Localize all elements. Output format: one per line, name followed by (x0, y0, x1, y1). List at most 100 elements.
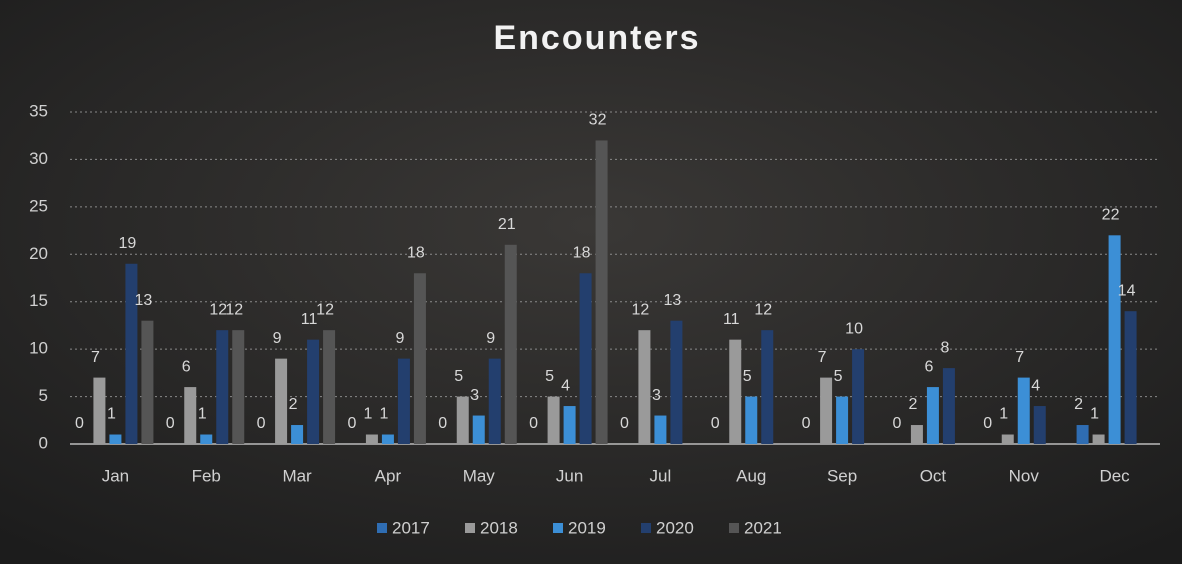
data-label: 4 (1031, 377, 1040, 394)
data-label: 6 (182, 358, 191, 375)
bar (456, 396, 469, 444)
data-label: 9 (486, 330, 495, 347)
x-tick-label: Oct (920, 466, 947, 485)
legend-swatch (377, 523, 387, 533)
data-label: 5 (743, 368, 752, 385)
bar (488, 358, 501, 444)
legend-label: 2018 (480, 518, 518, 537)
data-label: 12 (209, 301, 227, 318)
bar (579, 273, 592, 444)
data-label: 19 (119, 235, 137, 252)
legend-label: 2017 (392, 518, 430, 537)
y-tick-label: 10 (29, 339, 48, 358)
data-label: 1 (198, 406, 207, 423)
data-label: 7 (1015, 349, 1024, 366)
bar (942, 368, 955, 444)
data-label: 11 (723, 311, 740, 328)
bar (1124, 311, 1137, 444)
x-tick-label: Nov (1009, 466, 1040, 485)
x-tick-label: Jun (556, 466, 583, 485)
x-tick-label: Jan (102, 466, 129, 485)
legend-label: 2020 (656, 518, 694, 537)
data-label: 0 (438, 415, 447, 432)
x-tick-label: Feb (192, 466, 221, 485)
bar (1001, 434, 1014, 444)
bar (1108, 235, 1121, 444)
y-tick-label: 35 (29, 101, 48, 120)
x-tick-label: Sep (827, 466, 857, 485)
bar (365, 434, 378, 444)
bar (232, 330, 245, 444)
data-label: 0 (620, 415, 629, 432)
bar (275, 358, 288, 444)
data-label: 0 (257, 415, 266, 432)
bar (93, 377, 106, 444)
data-label: 9 (395, 330, 404, 347)
x-tick-label: Aug (736, 466, 766, 485)
legend-swatch (465, 523, 475, 533)
data-label: 12 (754, 301, 772, 318)
y-tick-label: 5 (39, 386, 48, 405)
data-label: 18 (573, 244, 591, 261)
data-label: 2 (908, 396, 917, 413)
data-label: 32 (589, 112, 607, 129)
data-label: 4 (561, 377, 570, 394)
bar (200, 434, 213, 444)
bar (910, 425, 923, 444)
data-label: 13 (135, 292, 153, 309)
y-tick-label: 30 (29, 149, 48, 168)
data-label: 0 (983, 415, 992, 432)
data-label: 0 (166, 415, 175, 432)
bar (547, 396, 560, 444)
data-label: 1 (1090, 406, 1099, 423)
data-label: 9 (273, 330, 282, 347)
chart-title: Encounters (493, 19, 700, 57)
data-label: 1 (379, 406, 388, 423)
bar (852, 349, 865, 444)
data-label: 3 (652, 387, 661, 404)
bar (472, 415, 485, 444)
data-label: 18 (407, 244, 425, 261)
bar (670, 320, 683, 444)
x-tick-label: Jul (650, 466, 672, 485)
bar (745, 396, 758, 444)
bar (381, 434, 394, 444)
bar (413, 273, 426, 444)
data-label: 13 (664, 292, 682, 309)
bar (638, 330, 651, 444)
data-label: 0 (802, 415, 811, 432)
bar (291, 425, 304, 444)
data-label: 21 (498, 216, 516, 233)
data-label: 0 (892, 415, 901, 432)
bar (563, 406, 576, 444)
data-label: 2 (289, 396, 298, 413)
y-tick-label: 0 (39, 433, 48, 452)
y-tick-label: 20 (29, 244, 48, 263)
bar (926, 387, 939, 444)
data-label: 12 (316, 301, 334, 318)
data-label: 7 (818, 349, 827, 366)
x-tick-label: Apr (375, 466, 402, 485)
data-label: 12 (632, 301, 650, 318)
bar (654, 415, 667, 444)
data-label: 1 (363, 406, 372, 423)
bar (216, 330, 229, 444)
bar (125, 263, 138, 444)
data-label: 2 (1074, 396, 1083, 413)
data-label: 1 (999, 406, 1008, 423)
data-label: 5 (545, 368, 554, 385)
bar (307, 339, 320, 444)
data-label: 5 (834, 368, 843, 385)
bar (141, 320, 154, 444)
data-label: 7 (91, 349, 100, 366)
y-tick-label: 25 (29, 196, 48, 215)
bar (1092, 434, 1105, 444)
data-label: 1 (107, 406, 116, 423)
data-label: 3 (470, 387, 479, 404)
legend-swatch (641, 523, 651, 533)
bar (820, 377, 833, 444)
bar (504, 244, 517, 444)
bar (836, 396, 849, 444)
legend-label: 2019 (568, 518, 606, 537)
